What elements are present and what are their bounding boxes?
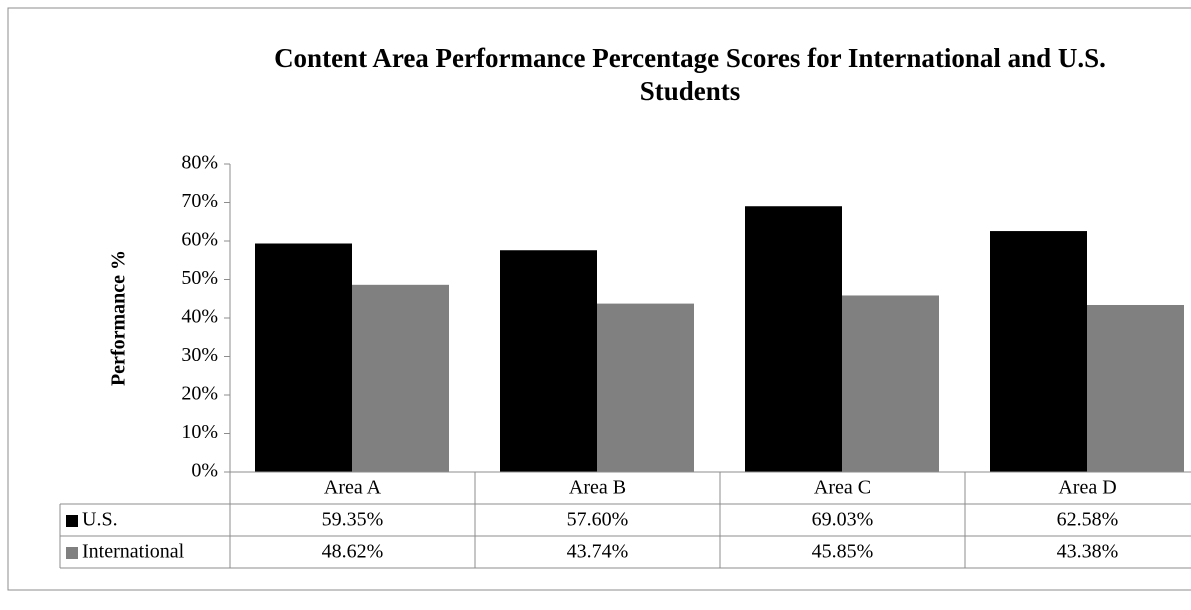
bar: [990, 231, 1087, 472]
legend-label: International: [82, 541, 185, 563]
legend-label: U.S.: [82, 509, 118, 531]
x-tick-label: Area A: [324, 477, 382, 499]
bar: [745, 206, 842, 472]
y-tick-label: 70%: [181, 190, 218, 212]
data-table-value: 48.62%: [322, 541, 384, 563]
y-tick-label: 30%: [181, 344, 218, 366]
legend-key: [66, 515, 78, 527]
x-tick-label: Area C: [814, 477, 871, 499]
bar: [255, 243, 352, 472]
y-axis-label: Performance %: [108, 250, 130, 386]
bar: [352, 284, 449, 472]
data-table-value: 62.58%: [1057, 509, 1119, 531]
chart-border: [7, 7, 1191, 591]
y-tick-label: 80%: [181, 152, 218, 174]
legend-key: [66, 547, 78, 559]
x-tick-label: Area B: [569, 477, 626, 499]
data-table-value: 45.85%: [812, 541, 874, 563]
bar: [500, 250, 597, 472]
y-tick-label: 50%: [181, 267, 218, 289]
data-table-value: 59.35%: [322, 509, 384, 531]
y-tick-label: 60%: [181, 229, 218, 251]
y-tick-label: 20%: [181, 383, 218, 405]
data-table-value: 57.60%: [567, 509, 629, 531]
data-table-value: 43.74%: [567, 541, 629, 563]
y-tick-label: 40%: [181, 306, 218, 328]
data-table-value: 43.38%: [1057, 541, 1119, 563]
bar: [842, 295, 939, 472]
data-table-value: 69.03%: [812, 509, 874, 531]
x-tick-label: Area D: [1058, 477, 1116, 499]
chart-title: Content Area Performance Percentage Scor…: [274, 43, 1106, 106]
bar: [597, 303, 694, 472]
y-tick-label: 10%: [181, 421, 218, 443]
y-tick-label: 0%: [191, 460, 218, 482]
bar: [1087, 304, 1184, 472]
